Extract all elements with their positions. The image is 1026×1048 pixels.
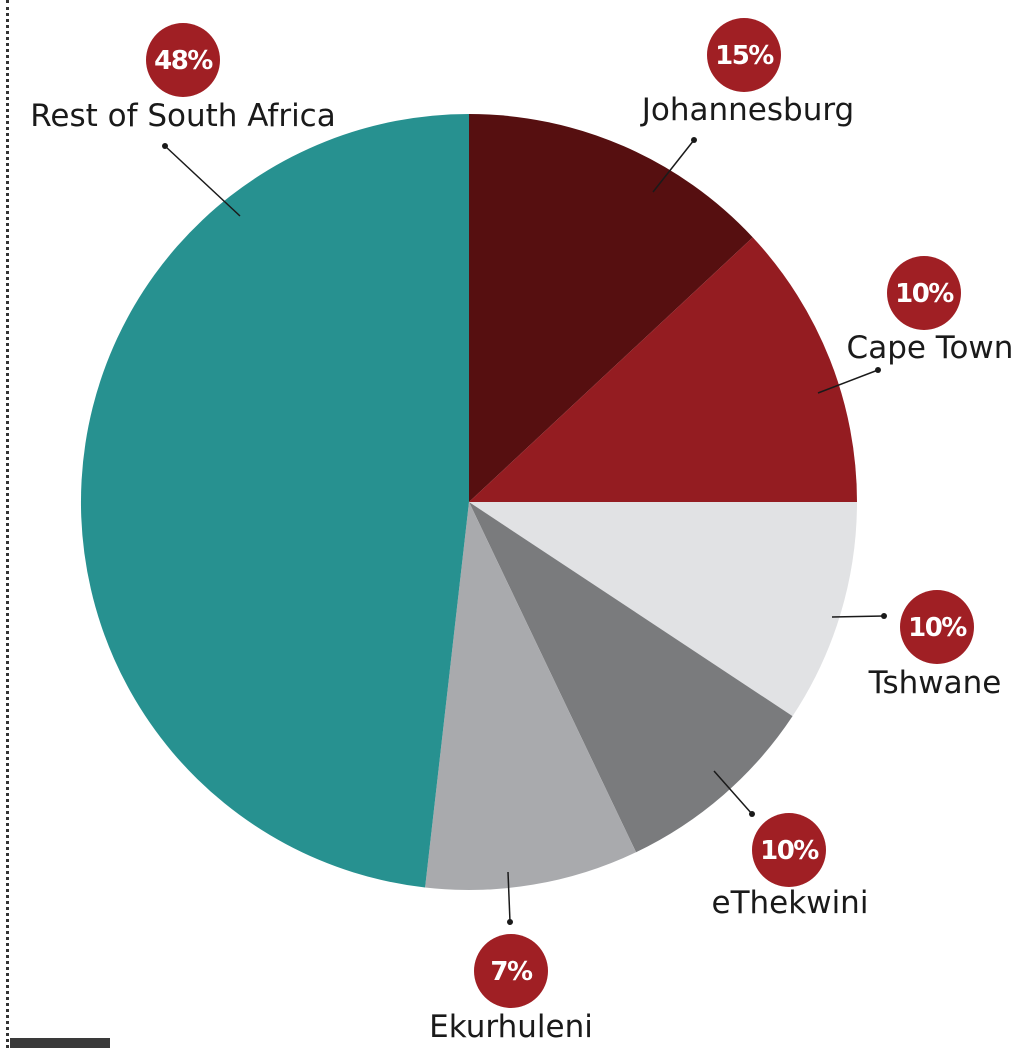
leader-line-tshwane (831, 615, 885, 618)
leader-dot-ethekwini (749, 811, 755, 817)
leader-dot-rest-of-south-africa (162, 143, 168, 149)
leader-line-johannesburg (652, 139, 695, 193)
percent-label-tshwane: 10% (908, 613, 967, 643)
percent-badge-johannesburg (707, 18, 781, 92)
slice-name-ethekwini: eThekwini (712, 885, 869, 921)
leader-dot-ekurhuleni (507, 919, 513, 925)
corner-block (10, 1038, 110, 1048)
percent-badge-cape-town (887, 256, 961, 330)
leader-line-cape-town (817, 369, 879, 394)
dotted-divider (6, 0, 9, 1048)
percent-badge-rest-of-south-africa (146, 23, 220, 97)
leader-dot-cape-town (875, 367, 881, 373)
leader-dot-johannesburg (691, 137, 697, 143)
pie-slice-rest-of-south-africa (80, 113, 470, 888)
leader-line-rest-of-south-africa (164, 145, 241, 217)
pie-slice-ekurhuleni (425, 502, 637, 891)
percent-badge-tshwane (900, 590, 974, 664)
percent-label-ekurhuleni: 7% (490, 957, 533, 987)
slice-name-johannesburg: Johannesburg (640, 92, 854, 128)
pie-slice-tshwane (469, 502, 857, 717)
percent-label-cape-town: 10% (895, 279, 954, 309)
percent-label-ethekwini: 10% (760, 836, 819, 866)
percent-badge-ekurhuleni (474, 934, 548, 1008)
leader-line-ethekwini (713, 770, 753, 815)
pie-slice-cape-town (469, 237, 857, 502)
percent-badge-ethekwini (752, 813, 826, 887)
slice-name-tshwane: Tshwane (868, 665, 1002, 701)
percent-label-rest-of-south-africa: 48% (154, 46, 213, 76)
leader-line-ekurhuleni (507, 871, 511, 923)
percent-label-johannesburg: 15% (715, 41, 774, 71)
slice-name-rest-of-south-africa: Rest of South Africa (30, 98, 335, 134)
leader-dot-tshwane (881, 613, 887, 619)
slice-name-cape-town: Cape Town (847, 330, 1014, 366)
pie-slice-johannesburg (469, 113, 753, 502)
pie-slice-ethekwini (469, 502, 793, 853)
slice-name-ekurhuleni: Ekurhuleni (429, 1009, 593, 1045)
